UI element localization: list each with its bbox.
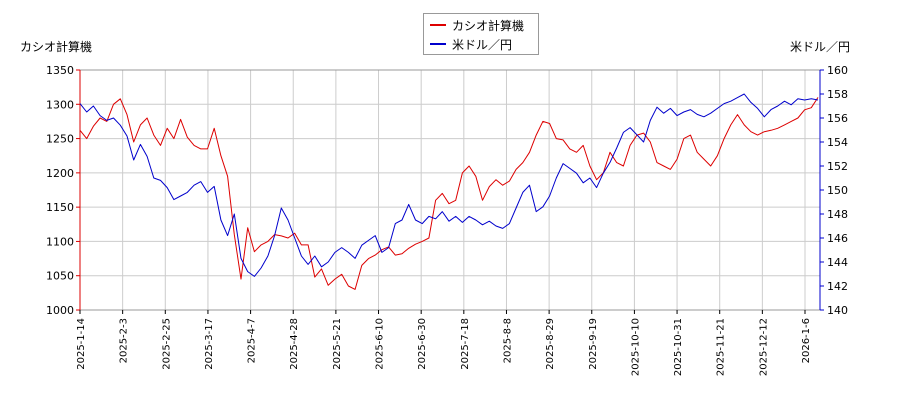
series-line-casio <box>79 97 819 290</box>
right-tick-label: 146 <box>827 232 848 245</box>
right-tick-label: 148 <box>827 208 848 221</box>
left-tick-label: 1050 <box>46 270 74 283</box>
x-tick-label: 2025-8-29 <box>545 318 556 370</box>
series-line-usdjpy <box>79 93 819 277</box>
legend-swatch-usdjpy <box>430 43 446 45</box>
plot-frame <box>79 69 821 311</box>
x-tick-label: 2025-8-8 <box>502 318 513 363</box>
left-tick-label: 1300 <box>46 98 74 111</box>
right-axis-ticks: 140 142 144 146 148 150 152 154 156 158 160 <box>820 64 848 317</box>
x-tick-label: 2025-2-3 <box>119 318 130 363</box>
x-tick-label: 2026-1-6 <box>801 318 812 363</box>
left-tick-label: 1200 <box>46 167 74 180</box>
left-tick-label: 1350 <box>46 64 74 77</box>
x-tick-label: 2025-1-14 <box>76 318 87 370</box>
legend-swatch-casio <box>430 24 446 26</box>
right-tick-label: 150 <box>827 184 848 197</box>
x-tick-label: 2025-10-31 <box>673 318 684 376</box>
right-tick-label: 160 <box>827 64 848 77</box>
x-tick-label: 2025-4-7 <box>247 318 258 363</box>
legend-label-casio: カシオ計算機 <box>452 19 525 33</box>
x-tick-label: 2025-5-21 <box>332 318 343 370</box>
x-tick-label: 2025-6-30 <box>417 318 428 370</box>
left-tick-label: 1000 <box>46 304 74 317</box>
x-tick-label: 2025-3-17 <box>204 318 215 370</box>
x-tick-label: 2025-4-28 <box>289 318 300 370</box>
right-tick-label: 154 <box>827 136 848 149</box>
x-tick-label: 2025-10-10 <box>630 318 641 376</box>
x-tick-label: 2025-2-25 <box>161 318 172 370</box>
left-tick-label: 1250 <box>46 133 74 146</box>
right-tick-label: 156 <box>827 112 848 125</box>
left-axis-label: カシオ計算機 <box>20 40 93 54</box>
x-axis-ticks: 2025-1-14 2025-2-3 2025-2-25 2025-3-17 2025-… <box>76 310 812 376</box>
x-tick-label: 2025-12-12 <box>758 318 769 376</box>
legend: カシオ計算機 米ドル／円 <box>423 13 539 55</box>
gridlines <box>79 69 820 311</box>
right-tick-label: 142 <box>827 280 848 293</box>
x-tick-label: 2025-11-21 <box>716 318 727 376</box>
series-lines <box>79 93 819 290</box>
x-tick-label: 2025-7-18 <box>460 318 471 370</box>
left-tick-label: 1100 <box>46 235 74 248</box>
left-axis-ticks: 1000 1050 1100 1150 1200 1250 1300 1350 <box>46 64 80 317</box>
x-tick-label: 2025-6-10 <box>375 318 386 370</box>
left-tick-label: 1150 <box>46 201 74 214</box>
plot-area-border <box>79 69 821 311</box>
right-tick-label: 140 <box>827 304 848 317</box>
right-tick-label: 152 <box>827 160 848 173</box>
right-tick-label: 158 <box>827 88 848 101</box>
right-axis-label: 米ドル／円 <box>790 40 851 54</box>
legend-label-usdjpy: 米ドル／円 <box>452 38 513 52</box>
right-tick-label: 144 <box>827 256 848 269</box>
x-tick-label: 2025-9-19 <box>588 318 599 370</box>
